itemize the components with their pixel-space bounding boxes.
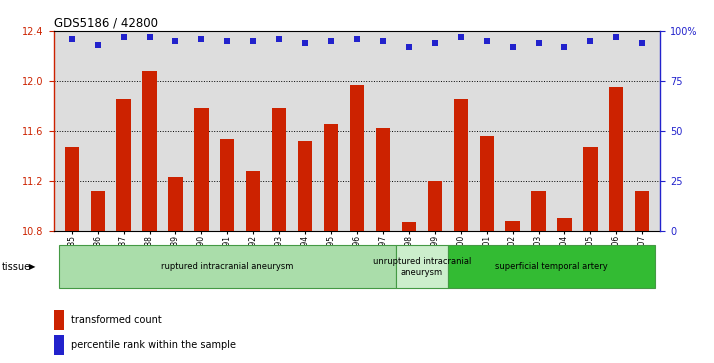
Bar <box>558 218 572 231</box>
Bar <box>531 191 545 231</box>
Bar <box>635 191 650 231</box>
Bar <box>402 222 416 231</box>
Text: ruptured intracranial aneurysm: ruptured intracranial aneurysm <box>161 262 293 271</box>
Bar <box>116 99 131 231</box>
Bar <box>142 71 156 231</box>
Point <box>248 38 259 44</box>
Bar <box>54 310 64 330</box>
FancyBboxPatch shape <box>448 245 655 288</box>
Point <box>196 36 207 42</box>
Point <box>610 34 622 40</box>
Point <box>273 36 285 42</box>
Bar <box>324 125 338 231</box>
Text: tissue: tissue <box>1 262 31 272</box>
Text: percentile rank within the sample: percentile rank within the sample <box>71 340 236 350</box>
Text: unruptured intracranial
aneurysm: unruptured intracranial aneurysm <box>373 257 471 277</box>
Point <box>637 40 648 46</box>
Bar <box>428 181 442 231</box>
FancyBboxPatch shape <box>396 245 448 288</box>
Bar <box>298 140 312 231</box>
Text: GDS5186 / 42800: GDS5186 / 42800 <box>54 17 158 30</box>
Bar <box>453 99 468 231</box>
Point <box>351 36 363 42</box>
Bar <box>194 108 208 231</box>
Text: ▶: ▶ <box>29 262 35 271</box>
Point <box>221 38 233 44</box>
Bar <box>220 139 234 231</box>
Bar <box>54 335 64 355</box>
Bar <box>91 191 105 231</box>
Bar <box>64 147 79 231</box>
Bar <box>350 85 364 231</box>
Point <box>326 38 337 44</box>
Bar <box>272 108 286 231</box>
Point <box>481 38 493 44</box>
Point <box>507 44 518 50</box>
Point <box>429 40 441 46</box>
Bar <box>169 177 183 231</box>
Point <box>585 38 596 44</box>
Point <box>559 44 570 50</box>
Bar <box>480 136 494 231</box>
Point <box>118 34 129 40</box>
Point <box>533 40 544 46</box>
Point <box>170 38 181 44</box>
Point <box>377 38 388 44</box>
Point <box>66 36 77 42</box>
Text: transformed count: transformed count <box>71 315 161 325</box>
Point <box>92 42 104 48</box>
Bar <box>583 147 598 231</box>
FancyBboxPatch shape <box>59 245 396 288</box>
Bar <box>609 87 623 231</box>
Point <box>299 40 311 46</box>
Point <box>455 34 466 40</box>
Point <box>144 34 155 40</box>
Bar <box>506 220 520 231</box>
Point <box>403 44 415 50</box>
Bar <box>246 171 261 231</box>
Text: superficial temporal artery: superficial temporal artery <box>495 262 608 271</box>
Bar <box>376 128 390 231</box>
